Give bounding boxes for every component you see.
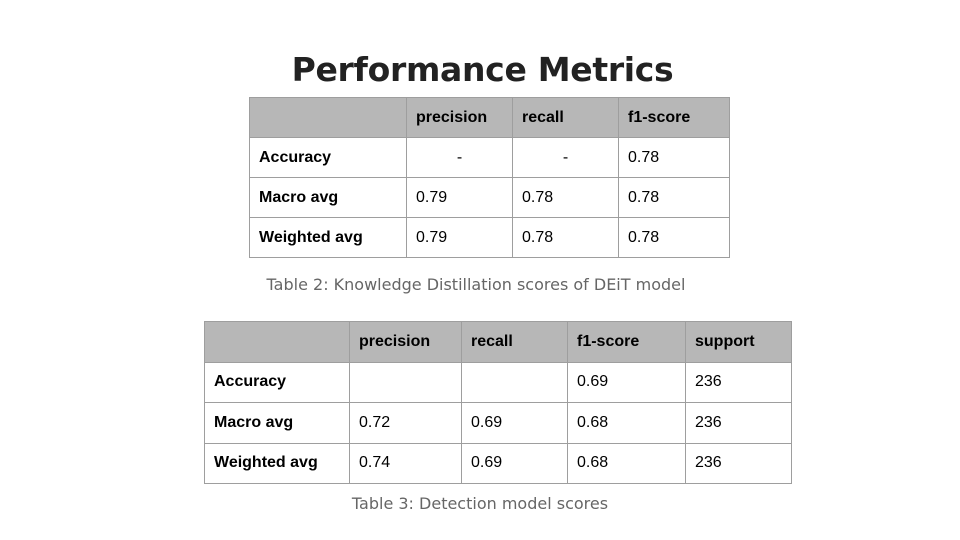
kd-scores-table: precision recall f1-score Accuracy - - 0… bbox=[249, 97, 730, 258]
table-cell: 0.68 bbox=[567, 402, 686, 444]
table-row: Weighted avg 0.79 0.78 0.78 bbox=[249, 217, 730, 258]
table-cell: 236 bbox=[685, 361, 792, 403]
row-label: Weighted avg bbox=[249, 217, 407, 258]
table-cell: 0.78 bbox=[618, 137, 730, 178]
header-cell: precision bbox=[406, 97, 513, 138]
table2-caption: Table 2: Knowledge Distillation scores o… bbox=[266, 275, 686, 294]
row-label: Macro avg bbox=[204, 402, 350, 444]
table-row: Accuracy - - 0.78 bbox=[249, 137, 730, 178]
table3-caption: Table 3: Detection model scores bbox=[351, 494, 609, 513]
table-header-row: precision recall f1-score support bbox=[204, 321, 792, 363]
table-cell: 236 bbox=[685, 442, 792, 484]
table-cell: 0.79 bbox=[406, 217, 513, 258]
table-cell: 0.69 bbox=[461, 402, 568, 444]
table-cell: 0.78 bbox=[512, 217, 619, 258]
table-cell: 0.69 bbox=[461, 442, 568, 484]
table-cell: 0.72 bbox=[349, 402, 462, 444]
table-cell: 0.68 bbox=[567, 442, 686, 484]
table-cell: 0.78 bbox=[618, 177, 730, 218]
row-label: Accuracy bbox=[249, 137, 407, 178]
header-cell: f1-score bbox=[567, 321, 686, 363]
table-cell: - bbox=[512, 137, 619, 178]
header-cell: precision bbox=[349, 321, 462, 363]
header-cell bbox=[249, 97, 407, 138]
table-row: Weighted avg 0.74 0.69 0.68 236 bbox=[204, 442, 792, 484]
header-cell: f1-score bbox=[618, 97, 730, 138]
table-row: Macro avg 0.72 0.69 0.68 236 bbox=[204, 402, 792, 444]
table-cell: 236 bbox=[685, 402, 792, 444]
row-label: Macro avg bbox=[249, 177, 407, 218]
table-row: Accuracy 0.69 236 bbox=[204, 361, 792, 403]
header-cell: recall bbox=[512, 97, 619, 138]
table-cell bbox=[349, 361, 462, 403]
table-cell: 0.78 bbox=[618, 217, 730, 258]
table-cell bbox=[461, 361, 568, 403]
detection-scores-table: precision recall f1-score support Accura… bbox=[204, 321, 792, 484]
table-cell: - bbox=[406, 137, 513, 178]
row-label: Accuracy bbox=[204, 361, 350, 403]
table-header-row: precision recall f1-score bbox=[249, 97, 730, 138]
table-cell: 0.78 bbox=[512, 177, 619, 218]
table-cell: 0.74 bbox=[349, 442, 462, 484]
header-cell: support bbox=[685, 321, 792, 363]
header-cell: recall bbox=[461, 321, 568, 363]
header-cell bbox=[204, 321, 350, 363]
row-label: Weighted avg bbox=[204, 442, 350, 484]
table-cell: 0.69 bbox=[567, 361, 686, 403]
table-row: Macro avg 0.79 0.78 0.78 bbox=[249, 177, 730, 218]
table-cell: 0.79 bbox=[406, 177, 513, 218]
page-title: Performance Metrics bbox=[291, 50, 674, 89]
